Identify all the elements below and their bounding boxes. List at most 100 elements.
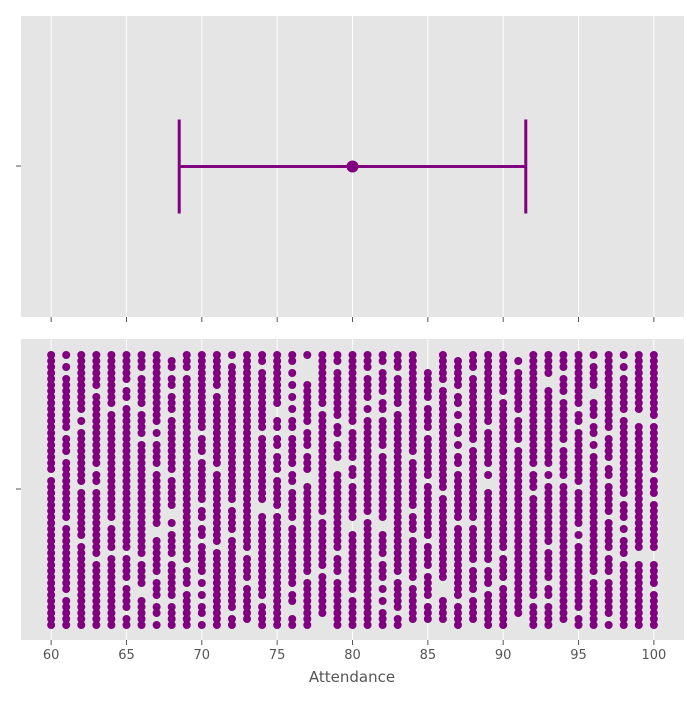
strip-point <box>499 495 508 503</box>
strip-point <box>182 357 191 365</box>
strip-point <box>453 399 462 407</box>
strip-point <box>574 399 583 407</box>
strip-point <box>559 615 568 623</box>
strip-point <box>453 591 462 599</box>
strip-point <box>378 369 387 377</box>
strip-point <box>634 375 643 383</box>
strip-point <box>604 411 613 419</box>
strip-point <box>393 495 402 503</box>
strip-point <box>408 609 417 617</box>
strip-point <box>619 543 628 551</box>
strip-point <box>273 537 282 545</box>
strip-point <box>243 507 252 515</box>
strip-point <box>318 525 327 533</box>
strip-point <box>273 357 282 365</box>
strip-point <box>182 609 191 617</box>
strip-point <box>634 585 643 593</box>
strip-point <box>393 489 402 497</box>
strip-point <box>107 357 116 365</box>
strip-point <box>408 483 417 491</box>
strip-point <box>363 501 372 509</box>
strip-point <box>438 405 447 413</box>
strip-point <box>182 453 191 461</box>
strip-point <box>619 477 628 485</box>
strip-point <box>92 369 101 377</box>
strip-point <box>62 555 71 563</box>
strip-point <box>227 603 236 611</box>
strip-point <box>544 417 553 425</box>
strip-point <box>619 387 628 395</box>
strip-point <box>363 465 372 473</box>
strip-point <box>318 489 327 497</box>
strip-point <box>649 381 658 389</box>
strip-point <box>212 609 221 617</box>
strip-point <box>348 579 357 587</box>
strip-point <box>423 495 432 503</box>
strip-point <box>574 555 583 563</box>
strip-point <box>303 429 312 437</box>
strip-point <box>423 507 432 515</box>
x-tick-label: 85 <box>420 648 437 663</box>
strip-point <box>212 351 221 359</box>
strip-point <box>227 387 236 395</box>
strip-point <box>393 387 402 395</box>
strip-point <box>152 537 161 545</box>
strip-point <box>77 399 86 407</box>
strip-point <box>258 513 267 521</box>
strip-point <box>137 381 146 389</box>
strip-point <box>227 441 236 449</box>
strip-point <box>363 537 372 545</box>
strip-point <box>333 561 342 569</box>
strip-point <box>197 603 206 611</box>
strip-point <box>544 453 553 461</box>
strip-point <box>288 579 297 587</box>
strip-point <box>167 363 176 371</box>
strip-point <box>92 543 101 551</box>
strip-point <box>107 363 116 371</box>
strip-point <box>408 351 417 359</box>
strip-point <box>438 567 447 575</box>
strip-point <box>438 411 447 419</box>
strip-point <box>62 483 71 491</box>
strip-point <box>182 459 191 467</box>
strip-point <box>484 621 493 629</box>
strip-point <box>348 393 357 401</box>
strip-point <box>574 573 583 581</box>
strip-point <box>438 447 447 455</box>
strip-point <box>514 369 523 377</box>
strip-point <box>499 417 508 425</box>
strip-point <box>438 369 447 377</box>
strip-point <box>574 375 583 383</box>
strip-point <box>574 477 583 485</box>
strip-point <box>303 585 312 593</box>
strip-point <box>333 537 342 545</box>
strip-point <box>378 501 387 509</box>
strip-point <box>197 405 206 413</box>
strip-point <box>469 501 478 509</box>
strip-point <box>529 573 538 581</box>
strip-point <box>393 447 402 455</box>
strip-point <box>544 459 553 467</box>
strip-point <box>182 381 191 389</box>
strip-point <box>589 405 598 413</box>
strip-point <box>393 381 402 389</box>
strip-point <box>514 573 523 581</box>
strip-point <box>363 483 372 491</box>
strip-point <box>122 459 131 467</box>
strip-point <box>47 387 56 395</box>
strip-point <box>77 567 86 575</box>
strip-point <box>167 465 176 473</box>
strip-point <box>243 453 252 461</box>
strip-point <box>273 465 282 473</box>
strip-point <box>453 561 462 569</box>
strip-point <box>318 357 327 365</box>
strip-point <box>544 609 553 617</box>
strip-point <box>484 411 493 419</box>
strip-point <box>273 459 282 467</box>
strip-point <box>107 369 116 377</box>
strip-point <box>137 387 146 395</box>
strip-point <box>107 417 116 425</box>
strip-point <box>634 387 643 395</box>
strip-point <box>137 567 146 575</box>
strip-point <box>167 429 176 437</box>
